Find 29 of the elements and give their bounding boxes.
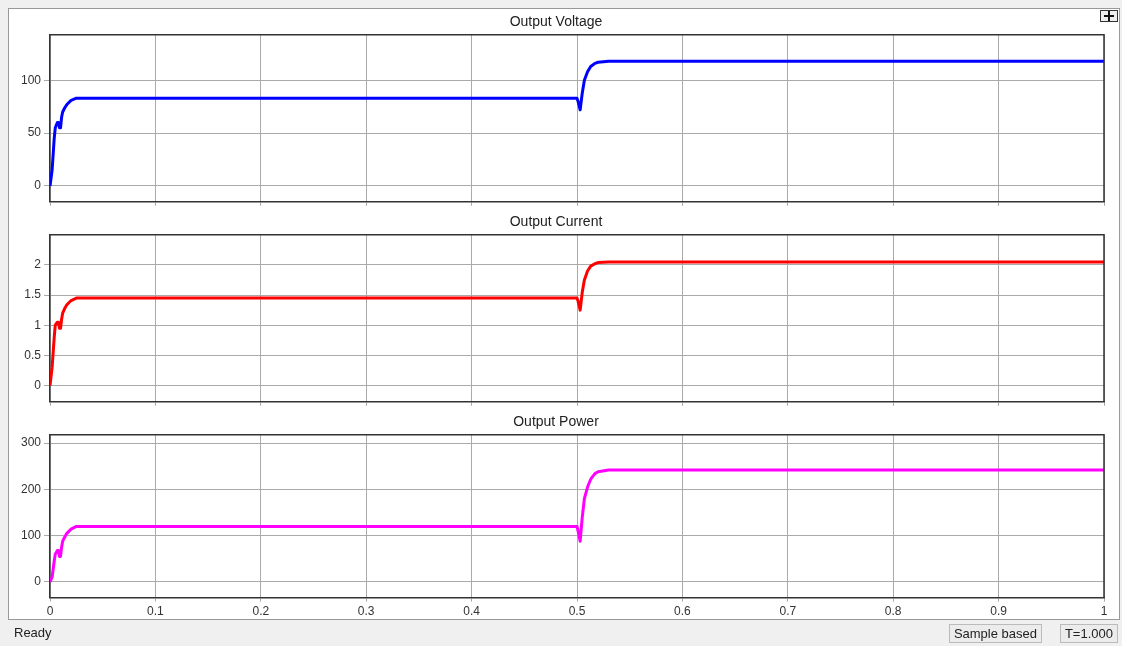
y-tick-label: 1 [34,317,42,332]
y-tick-label: 300 [20,435,42,450]
y-tick-label: 0 [34,178,42,193]
y-tick-label: 50 [27,125,42,140]
y-tick-label: 200 [20,481,42,496]
y-tick-label: 2 [34,257,42,272]
y-tick-label: 0 [34,574,42,589]
x-tick-label: 0.9 [990,604,1008,619]
chart-title: Output Current [509,213,603,230]
x-tick-label: 0.2 [252,604,270,619]
chart-title: Output Voltage [509,13,603,30]
x-tick-label: 1 [1100,604,1108,619]
y-tick-label: 100 [20,527,42,542]
y-tick-label: 0.5 [24,347,42,362]
y-tick-label: 100 [20,72,42,87]
x-tick-label: 0.7 [779,604,797,619]
x-tick-label: 0.1 [147,604,165,619]
text: Sample based [948,624,1042,643]
x-tick-label: 0.5 [568,604,586,619]
text: Ready [13,624,53,641]
x-tick-label: 0.4 [463,604,481,619]
text: T=1.000 [1059,624,1118,643]
y-tick-label: 1.5 [24,287,42,302]
y-tick-label: 0 [34,377,42,392]
x-tick-label: 0.6 [674,604,692,619]
chart-title: Output Power [513,413,600,430]
x-tick-label: 0.8 [884,604,902,619]
x-tick-label: 0 [46,604,54,619]
x-tick-label: 0.3 [357,604,375,619]
